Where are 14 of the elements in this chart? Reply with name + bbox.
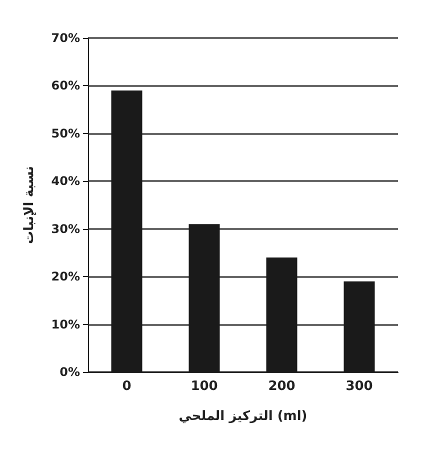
y-tick-label: 40% [51,174,80,188]
x-axis-title: التركيز الملحي (ml) [178,409,308,424]
y-tick-label: 10% [51,317,80,332]
y-tick-label: 60% [51,78,80,93]
x-tick-label: 0 [122,379,132,394]
y-tick-label: 30% [51,222,80,236]
x-tick-label: 100 [190,379,218,394]
y-tick-label: 20% [51,270,80,284]
y-axis-title: نسبة الإنبات [22,166,37,244]
y-tick-label: 70% [51,31,80,45]
x-tick-label: 200 [268,379,296,394]
y-tick-label: 50% [51,126,80,140]
y-tick-label: 0% [60,365,80,379]
x-tick-label: 300 [346,379,373,394]
